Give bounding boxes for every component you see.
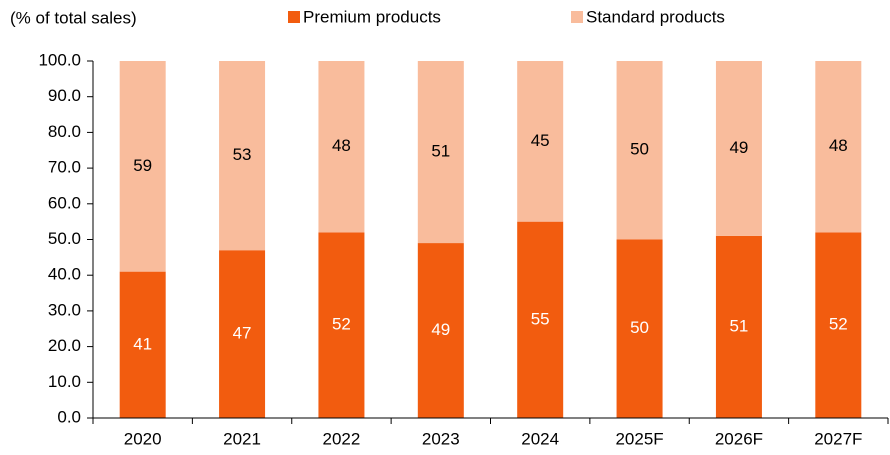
bar-segment [715, 235, 762, 418]
x-tick-label: 2021 [223, 429, 261, 448]
y-axis-label: (% of total sales) [10, 8, 137, 27]
data-label: 48 [332, 136, 351, 155]
bar-segment [417, 61, 464, 244]
bar-segment [616, 239, 663, 418]
data-label: 51 [729, 316, 748, 335]
x-tick-label: 2023 [422, 429, 460, 448]
y-tick-label: 70.0 [48, 158, 81, 177]
bar-segment [219, 250, 266, 418]
data-label: 52 [829, 315, 848, 334]
y-tick-label: 50.0 [48, 229, 81, 248]
y-tick-label: 90.0 [48, 86, 81, 105]
legend-label: Premium products [303, 7, 441, 26]
data-label: 45 [531, 131, 550, 150]
data-label: 48 [829, 136, 848, 155]
y-tick-label: 40.0 [48, 265, 81, 284]
x-tick-label: 2025F [615, 429, 663, 448]
data-label: 50 [630, 318, 649, 337]
data-label: 59 [133, 156, 152, 175]
bar-segment [815, 61, 862, 233]
data-label: 49 [431, 320, 450, 339]
data-label: 51 [431, 142, 450, 161]
y-tick-label: 30.0 [48, 300, 81, 319]
data-label: 41 [133, 334, 152, 353]
bar-segment [517, 61, 564, 222]
y-tick-label: 20.0 [48, 336, 81, 355]
data-label: 47 [233, 324, 252, 343]
x-tick-label: 2024 [521, 429, 559, 448]
legend-label: Standard products [586, 7, 725, 26]
data-label: 53 [233, 145, 252, 164]
x-tick-label: 2027F [814, 429, 862, 448]
bar-segment [119, 61, 166, 272]
bar-segment [318, 61, 365, 233]
y-tick-label: 100.0 [38, 50, 81, 69]
y-tick-label: 0.0 [57, 407, 81, 426]
bar-segment [318, 232, 365, 418]
data-label: 49 [729, 138, 748, 157]
x-tick-label: 2022 [323, 429, 361, 448]
bar-segment [715, 61, 762, 236]
bar-segment [517, 221, 564, 418]
data-label: 52 [332, 315, 351, 334]
bar-segment [219, 61, 266, 251]
data-label: 55 [531, 309, 550, 328]
bar-segment [815, 232, 862, 418]
x-tick-label: 2026F [715, 429, 763, 448]
bar-segment [417, 243, 464, 418]
y-tick-label: 10.0 [48, 372, 81, 391]
bar-segment [616, 61, 663, 240]
legend-swatch [288, 11, 300, 23]
bar-segment [119, 271, 166, 418]
legend-swatch [571, 11, 583, 23]
x-tick-label: 2020 [124, 429, 162, 448]
y-tick-label: 60.0 [48, 193, 81, 212]
data-label: 50 [630, 140, 649, 159]
y-tick-label: 80.0 [48, 122, 81, 141]
